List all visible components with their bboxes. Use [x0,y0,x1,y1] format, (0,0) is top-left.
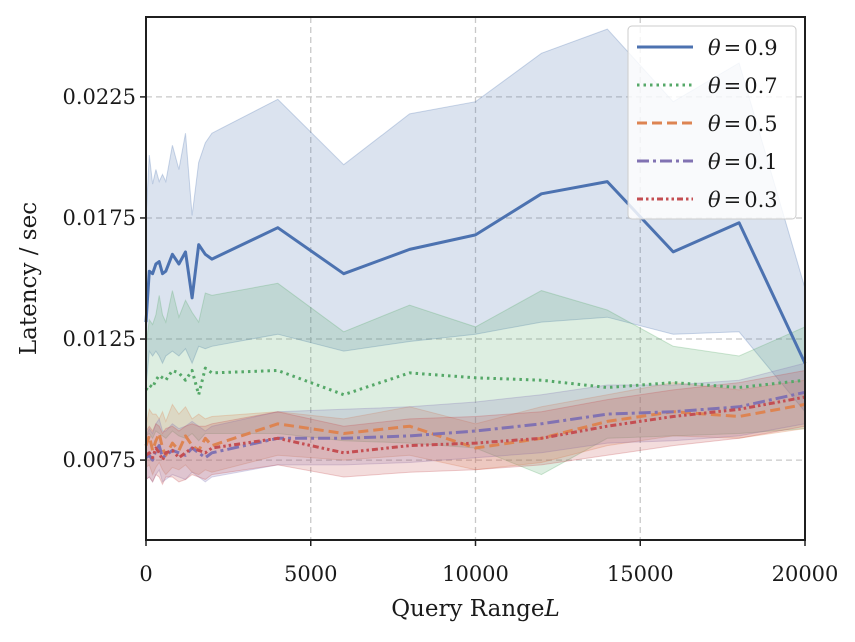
line-theta-01 [145,390,806,462]
y-tick-label: 0.0125 [63,327,136,351]
legend-label-theta-05: θ = 0.5 [708,112,778,136]
y-tick-label: 0.0225 [63,85,136,109]
x-axis-title-text: Query Range [391,596,544,622]
grid-lines [146,17,805,540]
y-tick-label: 0.0075 [63,448,136,472]
legend-box [627,25,797,220]
x-axis-title: Query RangeL [391,596,560,622]
line-theta-03 [145,395,806,462]
line-theta-09 [144,180,807,364]
x-tick-label: 0 [139,562,152,586]
legend: θ = 0.9 θ = 0.7 θ = 0.5 θ = 0.1 θ = 0.3 [627,25,797,220]
legend-label-theta-09: θ = 0.9 [708,36,778,60]
y-axis-title: Latency / sec [16,202,42,355]
x-axis-title-variable: L [544,596,560,622]
x-tick-label: 10000 [442,562,509,586]
legend-label-theta-07: θ = 0.7 [708,74,778,98]
x-tick-label: 15000 [607,562,674,586]
y-tick-label: 0.0175 [63,206,136,230]
x-axis-ticks: 0 5000 10000 15000 20000 [139,540,838,586]
x-tick-label: 20000 [772,562,839,586]
x-tick-label: 5000 [284,562,337,586]
line-theta-07 [144,366,806,397]
series-lines [144,180,807,462]
legend-label-theta-01: θ = 0.1 [708,150,778,174]
legend-label-theta-03: θ = 0.3 [708,188,778,212]
y-axis-ticks: 0.0075 0.0125 0.0175 0.0225 [63,85,146,472]
